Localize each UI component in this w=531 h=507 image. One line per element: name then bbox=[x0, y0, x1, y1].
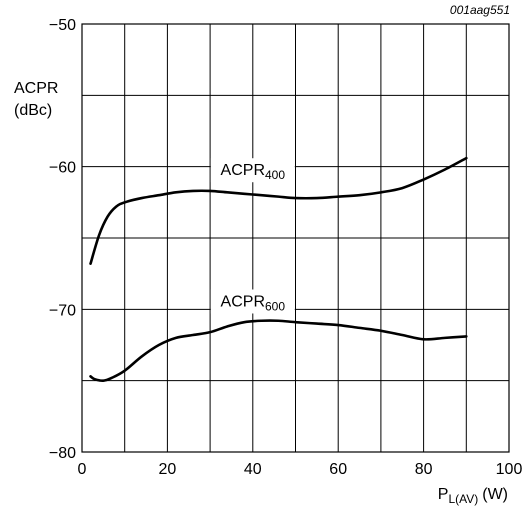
series-label-subscript: 400 bbox=[265, 168, 285, 182]
plot-area-frame bbox=[81, 23, 510, 453]
x-axis-label-unit: (W) bbox=[482, 486, 508, 503]
x-axis-label: PL(AV) (W) bbox=[438, 486, 508, 506]
series-label-background bbox=[210, 158, 295, 183]
series-label-acpr600: ACPR600 bbox=[221, 293, 286, 313]
series-label-main: ACPR bbox=[221, 293, 265, 310]
y-tick-label: −70 bbox=[49, 302, 76, 319]
y-tick-label: −60 bbox=[49, 160, 76, 177]
y-axis-label-line2: (dBc) bbox=[14, 102, 52, 119]
series-label-subscript: 600 bbox=[265, 299, 285, 313]
series-label-main: ACPR bbox=[221, 162, 265, 179]
x-tick-label: 60 bbox=[329, 461, 347, 478]
x-tick-label: 0 bbox=[78, 461, 87, 478]
x-axis-label-main: P bbox=[438, 486, 449, 503]
x-tick-label: 40 bbox=[244, 461, 262, 478]
x-tick-label: 20 bbox=[159, 461, 177, 478]
y-axis-label-line1: ACPR bbox=[14, 80, 58, 97]
grid-lines bbox=[82, 24, 509, 452]
x-tick-label: 100 bbox=[496, 461, 523, 478]
y-tick-label: −50 bbox=[49, 17, 76, 34]
series-line-acpr400 bbox=[89, 156, 468, 265]
x-axis-label-subscript: L(AV) bbox=[448, 492, 478, 506]
series-label-acpr400: ACPR400 bbox=[221, 162, 286, 182]
figure-id: 001aag551 bbox=[450, 3, 510, 17]
x-tick-label: 80 bbox=[415, 461, 433, 478]
series-label-background bbox=[210, 289, 295, 314]
series-line-acpr600 bbox=[89, 319, 468, 383]
series-lines bbox=[89, 156, 468, 383]
y-tick-labels: −50 −60 −70 −80 bbox=[49, 17, 76, 462]
x-tick-labels: 0 20 40 60 80 100 bbox=[78, 461, 523, 478]
y-tick-label: −80 bbox=[49, 445, 76, 462]
